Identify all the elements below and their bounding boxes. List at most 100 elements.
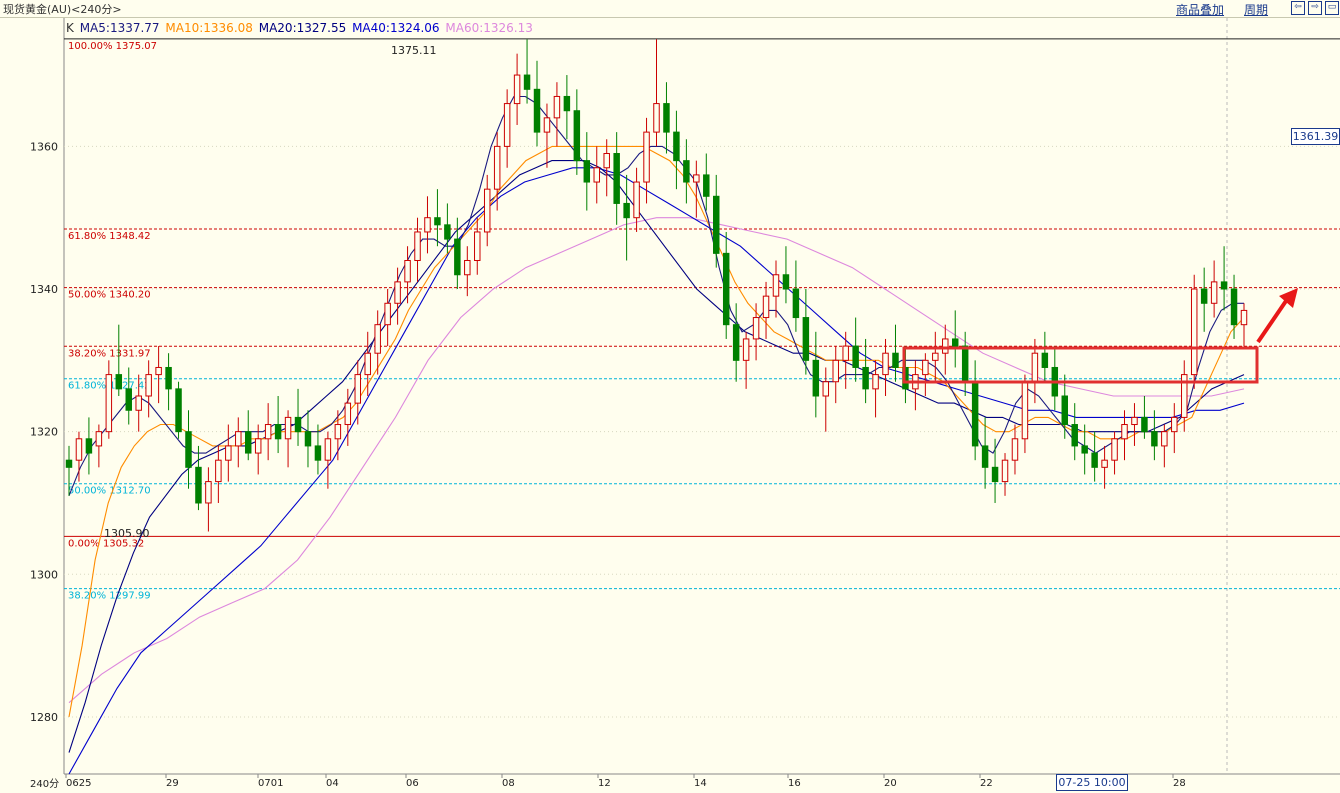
candle	[75, 431, 83, 482]
ma10-line	[68, 145, 1245, 717]
candle	[683, 139, 690, 204]
candle	[573, 89, 581, 175]
candle	[772, 260, 780, 318]
period-button[interactable]: 周期	[1244, 3, 1269, 17]
candle	[424, 196, 431, 254]
candles	[65, 39, 1248, 532]
candle	[543, 103, 551, 168]
candle	[593, 146, 600, 204]
candle	[165, 353, 172, 411]
candle	[1200, 267, 1208, 332]
ma20-path	[68, 160, 1245, 753]
candle	[563, 75, 571, 140]
candle	[513, 53, 521, 125]
candle	[235, 417, 242, 468]
candle	[872, 360, 879, 418]
candle	[703, 153, 710, 211]
candle	[633, 167, 640, 232]
candle	[812, 331, 820, 418]
candle	[1011, 424, 1019, 475]
x-tick-label: 0701	[258, 778, 283, 789]
candle	[483, 174, 491, 247]
candle	[1210, 260, 1218, 318]
candle	[1171, 403, 1178, 454]
candle	[673, 110, 680, 190]
period-label: 240分	[30, 779, 60, 790]
candle	[792, 260, 800, 332]
legend-ma60: MA60:1326.13	[445, 21, 533, 35]
candle	[324, 431, 332, 489]
candle	[115, 324, 123, 396]
candle	[344, 388, 352, 446]
candle	[951, 310, 959, 368]
x-tick-label: 22	[980, 778, 993, 789]
candle	[1071, 403, 1078, 461]
next-icon[interactable]: ⇨	[1308, 1, 1322, 15]
candle	[215, 445, 222, 503]
candle	[1121, 410, 1128, 461]
x-ticks: 0625 29 0701 04 06 08 12 14 16 20 22 28	[65, 774, 1186, 789]
candle	[95, 424, 103, 468]
candle	[384, 289, 391, 347]
ma20-line	[68, 160, 1245, 753]
candle	[414, 217, 421, 282]
candle	[155, 346, 162, 404]
candle	[802, 289, 810, 375]
candle	[742, 331, 750, 389]
candle	[1081, 424, 1088, 475]
x-tick-label: 08	[502, 778, 515, 789]
candle	[434, 189, 441, 247]
ma5-line	[68, 95, 1244, 497]
high-label: 1375.11	[391, 44, 437, 57]
candle	[225, 424, 232, 482]
fib-label: 61.80% 1348.42	[68, 231, 151, 242]
candle	[553, 82, 561, 147]
candle	[334, 410, 342, 461]
candle	[474, 217, 481, 275]
candle	[374, 310, 381, 375]
fib-label: 0.00% 1305.32	[68, 538, 144, 549]
candle	[643, 117, 650, 204]
candle	[693, 160, 700, 218]
candle	[444, 203, 451, 254]
candle	[1181, 360, 1188, 432]
candle	[1111, 431, 1118, 475]
fib-label: 50.00% 1312.70	[68, 486, 151, 497]
candle	[125, 367, 132, 425]
candle	[135, 374, 142, 432]
candle	[205, 467, 212, 532]
candle	[264, 403, 272, 461]
candle	[732, 303, 740, 382]
candle	[304, 410, 312, 468]
x-tick-label: 20	[884, 778, 897, 789]
candle	[942, 324, 949, 375]
candle	[583, 132, 591, 211]
ma5-path	[68, 95, 1244, 497]
overlay-button[interactable]: 商品叠加	[1176, 3, 1225, 17]
candle	[503, 89, 511, 168]
x-tick-label: 14	[694, 778, 707, 789]
candle	[364, 331, 371, 396]
layout-icon[interactable]: ▭	[1325, 1, 1339, 15]
candle	[1061, 374, 1069, 439]
current-price-tag: 1361.39	[1291, 128, 1340, 145]
candle	[145, 360, 152, 418]
candle	[1101, 445, 1108, 489]
legend-ma5: MA5:1337.77	[79, 21, 160, 35]
candle	[1151, 410, 1158, 461]
candle	[782, 246, 790, 304]
candle	[533, 60, 541, 147]
y-tick-label: 1300	[30, 568, 58, 581]
candle	[1230, 274, 1238, 339]
fib-label: 38.20% 1331.97	[68, 348, 151, 359]
candle	[354, 360, 362, 425]
prev-icon[interactable]: ⇦	[1291, 1, 1305, 15]
candle	[105, 360, 113, 439]
candle	[244, 410, 252, 461]
candle	[892, 324, 899, 382]
x-tick-label: 06	[406, 778, 419, 789]
candle	[932, 331, 939, 382]
candle	[464, 246, 471, 297]
candle	[613, 132, 620, 225]
